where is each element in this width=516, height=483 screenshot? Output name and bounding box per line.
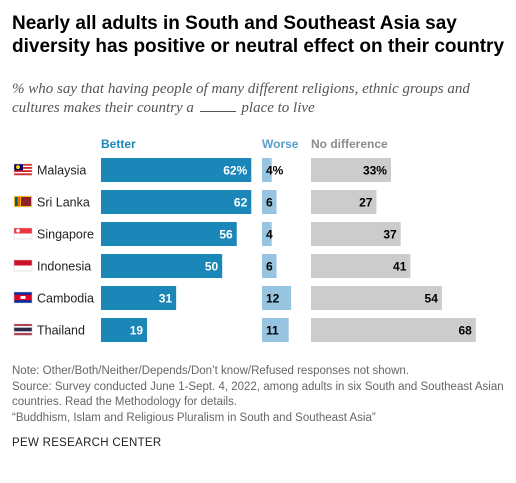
report-title-line: “Buddhism, Islam and Religious Pluralism… — [12, 411, 376, 424]
bar-better — [101, 222, 237, 246]
bar-better — [101, 190, 252, 214]
data-label-better: 31 — [159, 292, 173, 306]
data-label-worse: 4 — [266, 228, 273, 242]
data-label-no-difference: 54 — [425, 292, 439, 306]
data-label-no-difference: 37 — [383, 228, 397, 242]
bar-better — [101, 286, 177, 310]
bar-no-difference — [311, 286, 442, 310]
bar-better — [101, 158, 252, 182]
data-label-better: 50 — [205, 260, 219, 274]
category-label: Singapore — [37, 228, 94, 242]
category-label: Malaysia — [37, 164, 86, 178]
data-label-better: 62% — [223, 164, 247, 178]
data-label-better: 19 — [130, 324, 144, 338]
thailand-flag-icon — [13, 323, 33, 336]
note-line: Note: Other/Both/Neither/Depends/Don’t k… — [12, 365, 409, 377]
bar-better — [101, 254, 223, 278]
data-label-no-difference: 27 — [359, 196, 373, 210]
data-label-no-difference: 41 — [393, 260, 407, 274]
data-label-no-difference: 33% — [363, 164, 387, 178]
bar-better — [101, 318, 148, 342]
bar-no-difference — [311, 158, 391, 182]
data-label-worse: 4% — [266, 164, 284, 178]
bar-no-difference — [311, 190, 377, 214]
indonesia-flag-icon — [13, 259, 33, 272]
bar-no-difference — [311, 318, 476, 342]
data-label-worse: 6 — [266, 260, 273, 274]
bar-no-difference — [311, 222, 401, 246]
bar-worse — [262, 222, 272, 246]
legend-better: Better — [101, 137, 136, 151]
bar-worse — [262, 190, 277, 214]
subtitle-blank — [199, 99, 236, 112]
cambodia-flag-icon — [13, 291, 33, 304]
source-line: Source: Survey conducted June 1-Sept. 4,… — [12, 380, 504, 409]
data-label-worse: 6 — [266, 196, 273, 210]
bar-worse — [262, 158, 272, 182]
malaysia-flag-icon — [13, 163, 33, 176]
bar-no-difference — [311, 254, 411, 278]
source-org: PEW RESEARCH CENTER — [12, 437, 162, 449]
singapore-flag-icon — [13, 227, 33, 240]
subtitle-text: % who say that having people of many dif… — [12, 81, 470, 116]
bar-worse — [262, 254, 277, 278]
category-label: Thailand — [37, 324, 85, 338]
chart-subtitle: % who say that having people of many dif… — [12, 80, 508, 118]
category-label: Sri Lanka — [37, 196, 90, 210]
legend-worse: Worse — [262, 137, 299, 151]
data-label-worse: 12 — [266, 292, 280, 306]
category-label: Cambodia — [37, 292, 94, 306]
subtitle-text-end: place to live — [241, 100, 315, 116]
chart-notes: Note: Other/Both/Neither/Depends/Don’t k… — [12, 364, 508, 426]
category-label: Indonesia — [37, 260, 91, 274]
chart: Better Worse No difference Malaysia 62% 4% 33%… — [13, 137, 476, 342]
chart-title: Nearly all adults in South and Southeast… — [12, 13, 505, 57]
bar-worse — [262, 286, 292, 310]
sri-lanka-flag-icon — [13, 195, 33, 208]
data-label-no-difference: 68 — [458, 324, 472, 338]
legend-no-difference: No difference — [311, 137, 388, 151]
data-label-better: 62 — [234, 196, 248, 210]
bar-worse — [262, 318, 289, 342]
data-label-better: 56 — [219, 228, 233, 242]
data-label-worse: 11 — [266, 324, 279, 338]
